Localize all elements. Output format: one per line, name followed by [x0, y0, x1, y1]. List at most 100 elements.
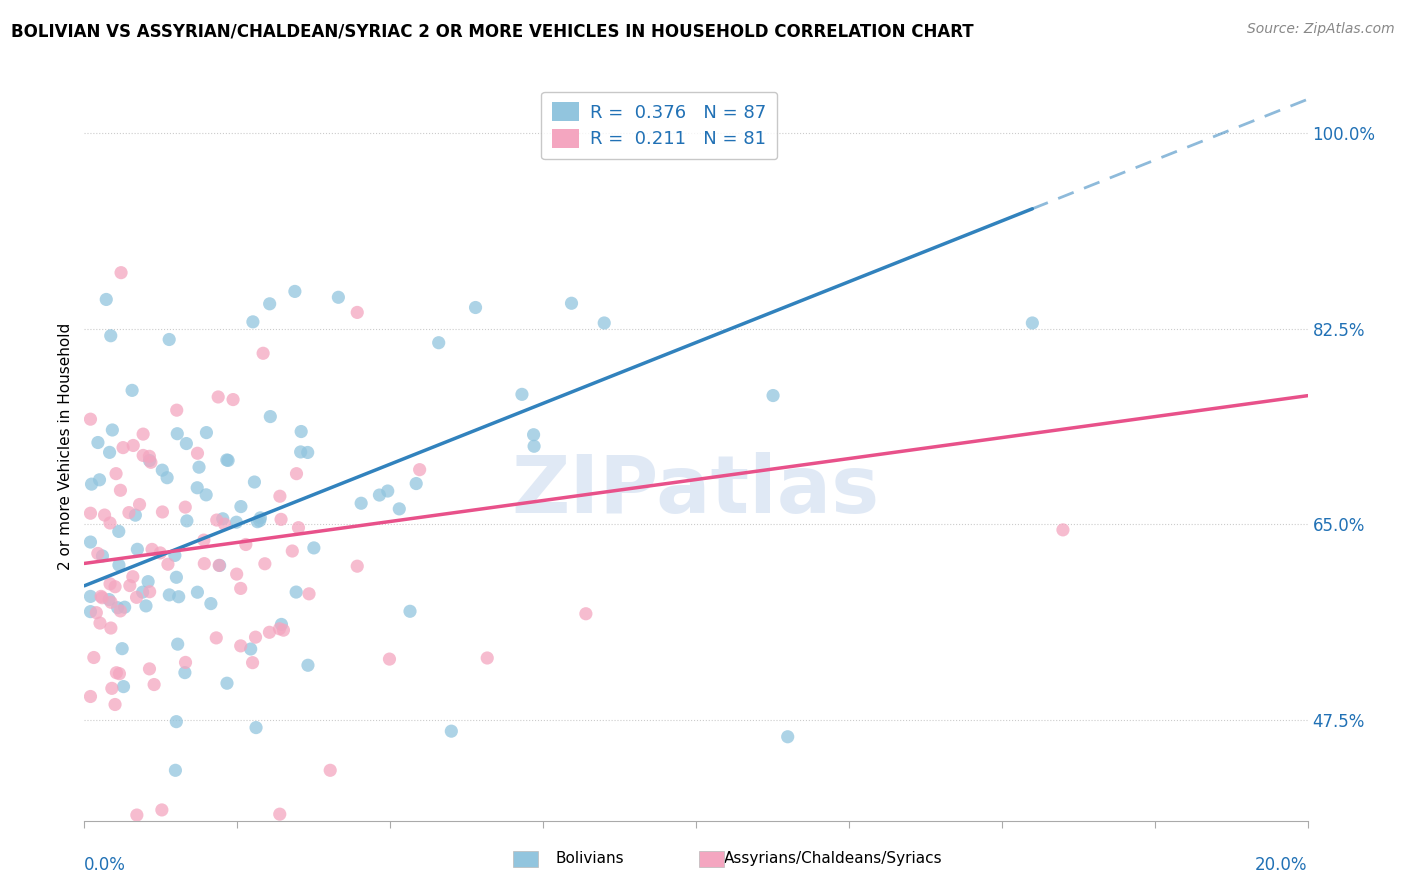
- Point: [290, 425, 312, 439]
- Point: [281, 544, 304, 558]
- Point: [96, 293, 118, 307]
- Point: [138, 662, 160, 676]
- Point: [193, 557, 215, 571]
- Point: [152, 505, 174, 519]
- Point: [79, 590, 101, 604]
- Point: [176, 514, 198, 528]
- Point: [242, 315, 264, 329]
- Point: [101, 681, 124, 696]
- Point: [269, 489, 291, 503]
- Point: [259, 625, 281, 640]
- Text: 0.0%: 0.0%: [84, 856, 127, 874]
- Point: [285, 467, 308, 481]
- Point: [135, 599, 157, 613]
- Point: [269, 807, 291, 822]
- Point: [100, 328, 122, 343]
- Point: [215, 453, 238, 467]
- Point: [121, 384, 143, 398]
- Point: [285, 585, 308, 599]
- Point: [90, 590, 112, 604]
- Point: [214, 517, 236, 532]
- Point: [249, 511, 271, 525]
- Point: [523, 427, 546, 442]
- Point: [319, 764, 342, 778]
- Point: [100, 621, 122, 635]
- Point: [107, 600, 129, 615]
- Point: [132, 449, 155, 463]
- Point: [229, 639, 252, 653]
- Point: [297, 658, 319, 673]
- Point: [80, 477, 103, 491]
- Point: [104, 580, 127, 594]
- Point: [427, 335, 450, 350]
- Point: [112, 680, 135, 694]
- Point: [211, 512, 233, 526]
- Point: [249, 514, 271, 528]
- Point: [165, 764, 187, 778]
- Point: [378, 652, 401, 666]
- Point: [118, 578, 141, 592]
- Point: [195, 488, 218, 502]
- Point: [269, 622, 291, 636]
- Point: [91, 549, 114, 563]
- Point: [91, 591, 114, 605]
- Point: [139, 455, 162, 469]
- Point: [328, 290, 350, 304]
- Point: [575, 607, 598, 621]
- Point: [243, 475, 266, 489]
- Point: [762, 388, 785, 402]
- Point: [477, 651, 499, 665]
- Point: [128, 498, 150, 512]
- Point: [149, 546, 172, 560]
- Point: [350, 496, 373, 510]
- Point: [593, 316, 616, 330]
- Point: [87, 546, 110, 560]
- Point: [79, 605, 101, 619]
- Point: [174, 656, 197, 670]
- Point: [110, 266, 132, 280]
- Point: [186, 585, 208, 599]
- Point: [246, 515, 269, 529]
- Point: [110, 604, 132, 618]
- Point: [118, 506, 141, 520]
- Point: [235, 537, 257, 551]
- Point: [388, 501, 411, 516]
- Point: [79, 690, 101, 704]
- Point: [108, 558, 131, 572]
- Text: Assyrians/Chaldeans/Syriacs: Assyrians/Chaldeans/Syriacs: [724, 851, 942, 865]
- Point: [79, 535, 101, 549]
- Point: [215, 676, 238, 690]
- Point: [110, 483, 132, 498]
- Point: [79, 506, 101, 520]
- Point: [138, 584, 160, 599]
- Point: [165, 570, 187, 584]
- Point: [121, 570, 143, 584]
- Legend: R =  0.376   N = 87, R =  0.211   N = 81: R = 0.376 N = 87, R = 0.211 N = 81: [541, 92, 778, 159]
- Point: [245, 630, 267, 644]
- Point: [408, 463, 430, 477]
- Point: [186, 446, 208, 460]
- Point: [163, 549, 186, 563]
- Point: [136, 574, 159, 589]
- Point: [259, 409, 281, 424]
- Point: [298, 587, 321, 601]
- Point: [114, 600, 136, 615]
- Point: [105, 665, 128, 680]
- Point: [225, 515, 247, 529]
- Point: [195, 425, 218, 440]
- Point: [104, 698, 127, 712]
- Point: [776, 730, 799, 744]
- Point: [297, 445, 319, 459]
- Point: [98, 445, 121, 459]
- Point: [101, 423, 124, 437]
- Point: [166, 426, 188, 441]
- Point: [229, 582, 252, 596]
- Point: [108, 666, 131, 681]
- Point: [165, 714, 187, 729]
- Point: [83, 650, 105, 665]
- Point: [138, 453, 160, 467]
- Point: [150, 463, 173, 477]
- Point: [229, 500, 252, 514]
- Text: Bolivians: Bolivians: [555, 851, 624, 865]
- Point: [270, 512, 292, 526]
